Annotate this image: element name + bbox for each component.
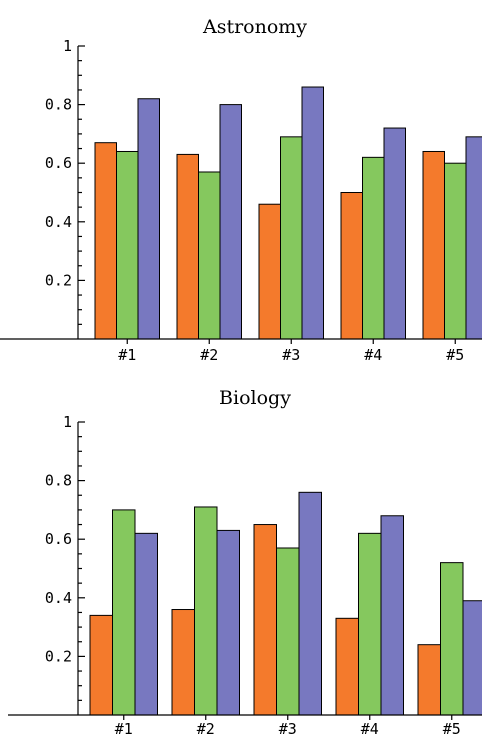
plot-area: 0.2 0.4 0.6 0.8 1 #1 #2 #3 #4 #5 — [8, 413, 482, 738]
bar-n5-series-1 — [417, 644, 441, 716]
y-tick-label: 0.6 — [45, 154, 72, 172]
y-tick-label: 0.6 — [45, 530, 72, 548]
x-tick-label: #1 — [118, 346, 136, 364]
bar-n2-series-2 — [198, 171, 221, 340]
astronomy-chart: Astronomy 0.2 0.4 0.6 0.8 1 #1 #2 #3 #4 #5 — [0, 16, 482, 364]
bar-n3-series-1 — [253, 524, 277, 716]
bar-n1-series-2 — [116, 150, 139, 340]
bar-n5-series-1 — [422, 150, 445, 340]
y-tick-label: 0.4 — [45, 589, 72, 607]
y-tick-label: 0.8 — [45, 96, 72, 114]
plot-area: 0.2 0.4 0.6 0.8 1 #1 #2 #3 #4 #5 — [0, 37, 482, 364]
bar-n5-series-2 — [444, 162, 467, 340]
y-tick-label: 0.4 — [45, 213, 72, 231]
x-tick-label: #3 — [282, 346, 300, 364]
x-tick-label: #3 — [279, 720, 297, 738]
chart-title: Biology — [219, 387, 291, 409]
bar-n3-series-3 — [298, 491, 322, 716]
bar-n2-series-2 — [194, 506, 218, 716]
bar-n2-series-3 — [216, 529, 240, 716]
bar-n3-series-1 — [258, 203, 281, 340]
chart-title: Astronomy — [202, 16, 307, 38]
x-tick-label: #4 — [361, 720, 379, 738]
x-tick-label: #2 — [200, 346, 218, 364]
bar-n4-series-1 — [340, 192, 363, 340]
bar-n2-series-3 — [219, 104, 242, 340]
bar-n4-series-2 — [362, 156, 385, 340]
bar-n2-series-1 — [176, 153, 199, 340]
y-tick-label: 0.8 — [45, 472, 72, 490]
bar-n1-series-3 — [137, 98, 160, 340]
bar-n5-series-3 — [462, 600, 482, 716]
bar-n1-series-1 — [94, 142, 117, 340]
y-tick-label: 0.2 — [45, 271, 72, 289]
bar-n3-series-2 — [280, 136, 303, 340]
x-tick-label: #5 — [446, 346, 464, 364]
bar-n5-series-3 — [465, 136, 482, 340]
bar-n5-series-2 — [440, 562, 464, 716]
bar-n3-series-3 — [301, 86, 324, 340]
x-tick-label: #4 — [364, 346, 382, 364]
bar-n1-series-3 — [134, 532, 158, 716]
biology-chart: Biology 0.2 0.4 0.6 0.8 1 #1 #2 #3 #4 #5 — [8, 387, 482, 738]
x-tick-label: #1 — [115, 720, 133, 738]
bar-n2-series-1 — [171, 609, 195, 716]
bar-n1-series-1 — [89, 614, 113, 716]
bar-n4-series-3 — [383, 127, 406, 340]
y-tick-label: 1 — [63, 413, 72, 431]
x-tick-label: #2 — [197, 720, 215, 738]
y-tick-label: 0.2 — [45, 647, 72, 665]
y-tick-label: 1 — [63, 37, 72, 55]
bar-n3-series-2 — [276, 547, 300, 716]
bar-n4-series-3 — [380, 515, 404, 716]
bar-n4-series-1 — [335, 617, 359, 716]
bar-n1-series-2 — [112, 509, 136, 716]
bar-n4-series-2 — [358, 532, 382, 716]
x-tick-label: #5 — [443, 720, 461, 738]
